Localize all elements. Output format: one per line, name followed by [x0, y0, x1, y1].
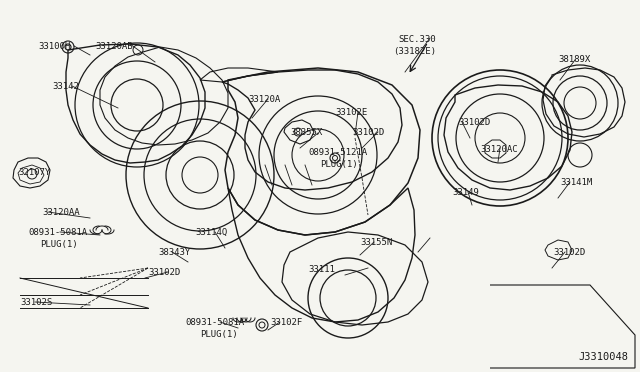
Text: PLUG(1): PLUG(1) [320, 160, 358, 169]
Text: 33102D: 33102D [553, 248, 585, 257]
Text: 33141M: 33141M [560, 178, 592, 187]
Text: 33102E: 33102E [335, 108, 367, 117]
Text: 33155N: 33155N [360, 238, 392, 247]
Text: 38343Y: 38343Y [158, 248, 190, 257]
Text: PLUG(1): PLUG(1) [40, 240, 77, 249]
Text: 38355X: 38355X [290, 128, 323, 137]
Text: PLUG(1): PLUG(1) [200, 330, 237, 339]
Text: 33120AA: 33120AA [42, 208, 79, 217]
Text: 33111: 33111 [308, 265, 335, 274]
Text: 08931-5121A: 08931-5121A [308, 148, 367, 157]
Text: 33102D: 33102D [352, 128, 384, 137]
Text: 33149: 33149 [452, 188, 479, 197]
Text: 33100H: 33100H [38, 42, 70, 51]
Text: 33120AB: 33120AB [95, 42, 132, 51]
Text: 38189X: 38189X [558, 55, 590, 64]
Text: 33102S: 33102S [20, 298, 52, 307]
Text: J3310048: J3310048 [578, 352, 628, 362]
Text: SEC.330: SEC.330 [398, 35, 436, 44]
Text: 33142: 33142 [52, 82, 79, 91]
Text: 33114Q: 33114Q [195, 228, 227, 237]
Text: 33102F: 33102F [270, 318, 302, 327]
Text: 08931-5081A: 08931-5081A [28, 228, 87, 237]
Text: 33102D: 33102D [148, 268, 180, 277]
Text: 33120A: 33120A [248, 95, 280, 104]
Text: 33120AC: 33120AC [480, 145, 518, 154]
Text: 33102D: 33102D [458, 118, 490, 127]
Text: (33182E): (33182E) [393, 47, 436, 56]
Text: 32107Y: 32107Y [18, 168, 51, 177]
Text: 08931-5081A: 08931-5081A [185, 318, 244, 327]
